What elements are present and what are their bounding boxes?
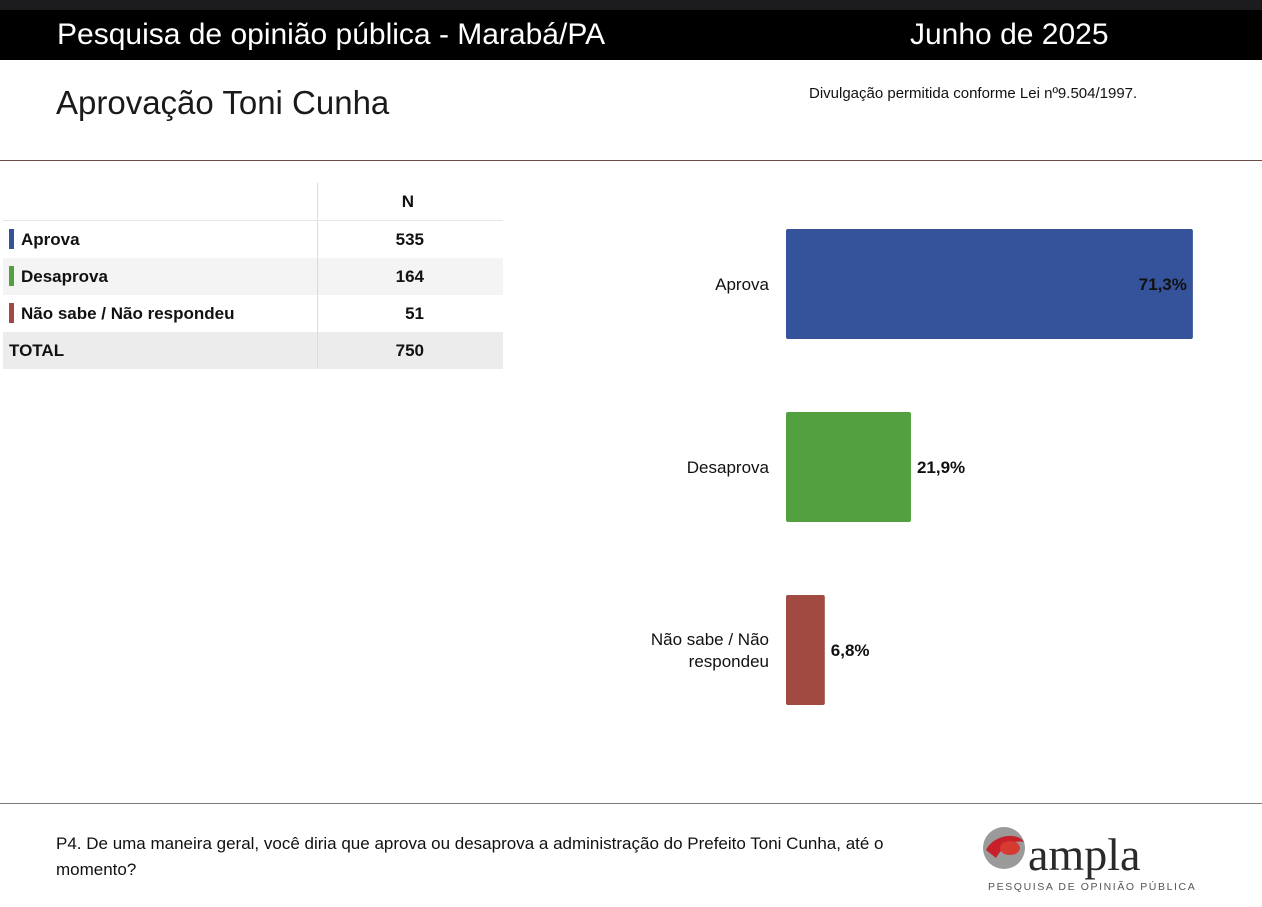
series-marker-desaprova bbox=[9, 266, 14, 286]
category-label-na-o-sabe-na-o-respondeu: Não sabe / Não respondeu bbox=[651, 630, 769, 671]
table-row: Não sabe / Não respondeu 51 bbox=[3, 295, 503, 332]
table-row: Aprova 535 bbox=[3, 220, 503, 258]
logo-tagline: PESQUISA DE OPINIÃO PÚBLICA bbox=[988, 880, 1196, 893]
total-label: TOTAL bbox=[3, 332, 318, 369]
counts-table: N Aprova 535 Desaprova 164 Não sabe / Nã… bbox=[3, 183, 503, 369]
ampla-logo: ampla PESQUISA DE OPINIÃO PÚBLICA bbox=[983, 827, 1196, 893]
value-label-aprova: 71,3% bbox=[1139, 275, 1187, 294]
row-label: Não sabe / Não respondeu bbox=[21, 304, 235, 323]
bar-aprova bbox=[786, 229, 1193, 339]
legal-note: Divulgação permitida conforme Lei nº9.50… bbox=[809, 85, 1138, 102]
value-label-na-o-sabe-na-o-respondeu: 6,8% bbox=[831, 641, 870, 660]
row-label: Desaprova bbox=[21, 267, 108, 286]
bottom-divider bbox=[0, 803, 1262, 804]
row-value: 535 bbox=[395, 229, 424, 249]
table-row: Desaprova 164 bbox=[3, 258, 503, 295]
series-marker-aprova bbox=[9, 229, 14, 249]
series-marker-nao-sabe bbox=[9, 303, 14, 323]
top-strip bbox=[0, 0, 1262, 10]
page-title: Aprovação Toni Cunha bbox=[56, 84, 390, 121]
approval-bar-chart: Aprova 71,3% Desaprova 21,9% Não sabe / Não r… bbox=[651, 229, 1193, 705]
table-total-row: TOTAL 750 bbox=[3, 332, 503, 369]
table-header-blank bbox=[3, 183, 318, 221]
bar-desaprova bbox=[786, 412, 911, 522]
survey-date: Junho de 2025 bbox=[910, 18, 1109, 51]
category-label-aprova: Aprova bbox=[715, 275, 769, 294]
table-header-row: N bbox=[3, 183, 503, 221]
survey-title: Pesquisa de opinião pública - Marabá/PA bbox=[57, 18, 606, 51]
row-value: 164 bbox=[317, 258, 503, 295]
row-value: 51 bbox=[405, 303, 424, 323]
table-header-n: N bbox=[317, 183, 503, 221]
total-value: 750 bbox=[317, 332, 503, 369]
logo-wordmark: ampla bbox=[1028, 829, 1140, 880]
value-label-desaprova: 21,9% bbox=[917, 458, 965, 477]
header-bar: Pesquisa de opinião pública - Marabá/PA … bbox=[0, 10, 1262, 60]
top-divider bbox=[0, 160, 1262, 161]
category-label-desaprova: Desaprova bbox=[687, 458, 770, 477]
survey-question: P4. De uma maneira geral, você diria que… bbox=[56, 834, 884, 879]
bar-na-o-sabe-na-o-respondeu bbox=[786, 595, 825, 705]
row-label: Aprova bbox=[21, 230, 80, 249]
